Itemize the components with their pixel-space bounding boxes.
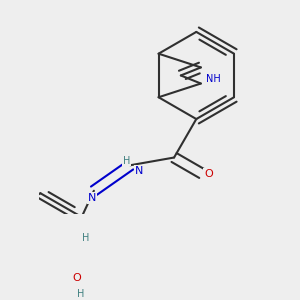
Text: NH: NH bbox=[206, 74, 220, 84]
Text: O: O bbox=[72, 273, 81, 283]
Text: N: N bbox=[134, 166, 143, 176]
Text: H: H bbox=[123, 156, 130, 166]
Text: H: H bbox=[77, 289, 85, 299]
Text: N: N bbox=[88, 193, 96, 203]
Text: O: O bbox=[204, 169, 213, 178]
Text: H: H bbox=[82, 232, 89, 242]
